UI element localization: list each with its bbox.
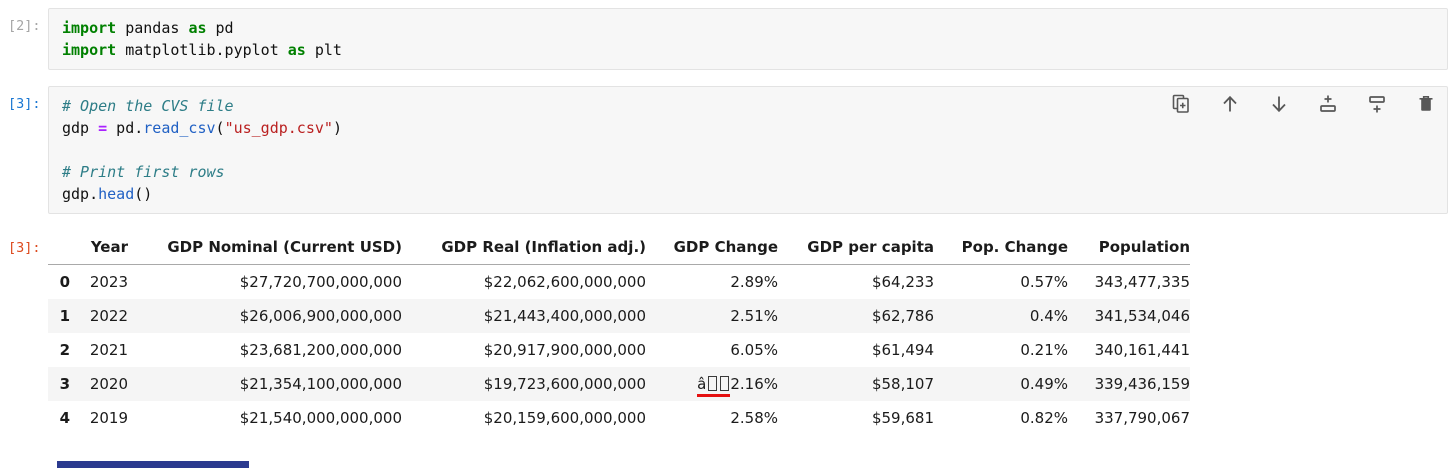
code-line: # Open the CVS file bbox=[62, 97, 234, 115]
table-cell: 0.49% bbox=[1020, 375, 1068, 393]
row-index: 0 bbox=[59, 273, 70, 291]
code-cell-3: [3]: # Open the CVS file gdp = pd.read_cs… bbox=[8, 86, 1448, 214]
row-index: 2 bbox=[59, 341, 70, 359]
table-cell: $20,159,600,000,000 bbox=[483, 409, 646, 427]
column-header: Year bbox=[70, 232, 128, 265]
code-editor[interactable]: import pandas as pd import matplotlib.pyp… bbox=[48, 8, 1448, 70]
move-cell-down-icon[interactable] bbox=[1268, 93, 1290, 115]
table-cell: 0.57% bbox=[1020, 273, 1068, 291]
output-prompt: [3]: bbox=[8, 240, 41, 256]
output-area: [3]: Year GDP Nominal (Current USD) GDP Re… bbox=[8, 230, 1448, 435]
table-cell: 341,534,046 bbox=[1094, 307, 1190, 325]
table-cell: $58,107 bbox=[871, 375, 934, 393]
code-line bbox=[62, 139, 1435, 161]
missing-glyph-box bbox=[708, 376, 718, 391]
delete-cell-icon[interactable] bbox=[1415, 93, 1437, 115]
code-line: import matplotlib.pyplot as plt bbox=[62, 41, 342, 59]
table-cell: $64,233 bbox=[871, 273, 934, 291]
duplicate-cell-icon[interactable] bbox=[1170, 93, 1192, 115]
table-cell: 6.05% bbox=[730, 341, 778, 359]
table-cell: 0.21% bbox=[1020, 341, 1068, 359]
missing-glyph-box bbox=[720, 376, 730, 391]
table-cell: 337,790,067 bbox=[1094, 409, 1190, 427]
table-cell: $23,681,200,000,000 bbox=[239, 341, 402, 359]
column-header: Population bbox=[1068, 232, 1190, 265]
row-index: 4 bbox=[59, 409, 70, 427]
code-line: # Print first rows bbox=[62, 163, 225, 181]
table-cell: 339,436,159 bbox=[1094, 375, 1190, 393]
table-row: 2 2021 $23,681,200,000,000 $20,917,900,000,… bbox=[48, 333, 1190, 367]
row-index: 1 bbox=[59, 307, 70, 325]
code-editor[interactable]: # Open the CVS file gdp = pd.read_csv("us… bbox=[48, 86, 1448, 214]
table-cell: $19,723,600,000,000 bbox=[483, 375, 646, 393]
table-cell: â 2.16% bbox=[646, 367, 778, 401]
table-cell: $22,062,600,000,000 bbox=[483, 273, 646, 291]
cell-toolbar bbox=[1170, 93, 1437, 115]
table-cell: 2019 bbox=[89, 409, 128, 427]
table-cell: 2.89% bbox=[730, 273, 778, 291]
input-prompt: [3]: bbox=[8, 96, 41, 112]
table-row: 0 2023 $27,720,700,000,000 $22,062,600,000,… bbox=[48, 265, 1190, 300]
code-cell-2: [2]: import pandas as pd import matplotli… bbox=[8, 8, 1448, 70]
table-cell: 0.82% bbox=[1020, 409, 1068, 427]
table-cell: $20,917,900,000,000 bbox=[483, 341, 646, 359]
table-cell: $21,443,400,000,000 bbox=[483, 307, 646, 325]
table-cell: $21,354,100,000,000 bbox=[239, 375, 402, 393]
dataframe-table: Year GDP Nominal (Current USD) GDP Real (I… bbox=[48, 232, 1190, 435]
input-prompt: [2]: bbox=[8, 18, 41, 34]
insert-cell-below-icon[interactable] bbox=[1366, 93, 1388, 115]
insert-cell-above-icon[interactable] bbox=[1317, 93, 1339, 115]
table-row: 3 2020 $21,354,100,000,000 $19,723,600,000,… bbox=[48, 367, 1190, 401]
table-cell: 2021 bbox=[89, 341, 128, 359]
table-cell: 2.58% bbox=[730, 409, 778, 427]
table-row: 4 2019 $21,540,000,000,000 $20,159,600,000,… bbox=[48, 401, 1190, 435]
table-cell: $27,720,700,000,000 bbox=[239, 273, 402, 291]
table-cell: 0.4% bbox=[1029, 307, 1068, 325]
column-header: GDP Change bbox=[646, 232, 778, 265]
table-header: Year GDP Nominal (Current USD) GDP Real (I… bbox=[48, 232, 1190, 265]
code-line: gdp.head() bbox=[62, 185, 153, 203]
code-line: gdp = pd.read_csv("us_gdp.csv") bbox=[62, 119, 342, 137]
code-line: import pandas as pd bbox=[62, 19, 234, 37]
column-header: GDP Nominal (Current USD) bbox=[128, 232, 402, 265]
output-content: Year GDP Nominal (Current USD) GDP Real (I… bbox=[48, 230, 1448, 435]
index-corner bbox=[48, 232, 70, 265]
table-cell: 2.51% bbox=[730, 307, 778, 325]
column-header: GDP per capita bbox=[778, 232, 934, 265]
table-cell: 2022 bbox=[89, 307, 128, 325]
table-cell: 340,161,441 bbox=[1094, 341, 1190, 359]
mojibake-text: â bbox=[697, 375, 731, 397]
table-row: 1 2022 $26,006,900,000,000 $21,443,400,000,… bbox=[48, 299, 1190, 333]
table-cell: $21,540,000,000,000 bbox=[239, 409, 402, 427]
table-cell: 343,477,335 bbox=[1094, 273, 1190, 291]
table-cell: $59,681 bbox=[871, 409, 934, 427]
table-cell: $62,786 bbox=[871, 307, 934, 325]
partial-next-cell-edge bbox=[57, 461, 249, 468]
column-header: Pop. Change bbox=[934, 232, 1068, 265]
column-header: GDP Real (Inflation adj.) bbox=[402, 232, 646, 265]
move-cell-up-icon[interactable] bbox=[1219, 93, 1241, 115]
row-index: 3 bbox=[59, 375, 70, 393]
table-cell: $61,494 bbox=[871, 341, 934, 359]
table-cell: 2020 bbox=[89, 375, 128, 393]
table-cell: $26,006,900,000,000 bbox=[239, 307, 402, 325]
table-cell: 2023 bbox=[89, 273, 128, 291]
